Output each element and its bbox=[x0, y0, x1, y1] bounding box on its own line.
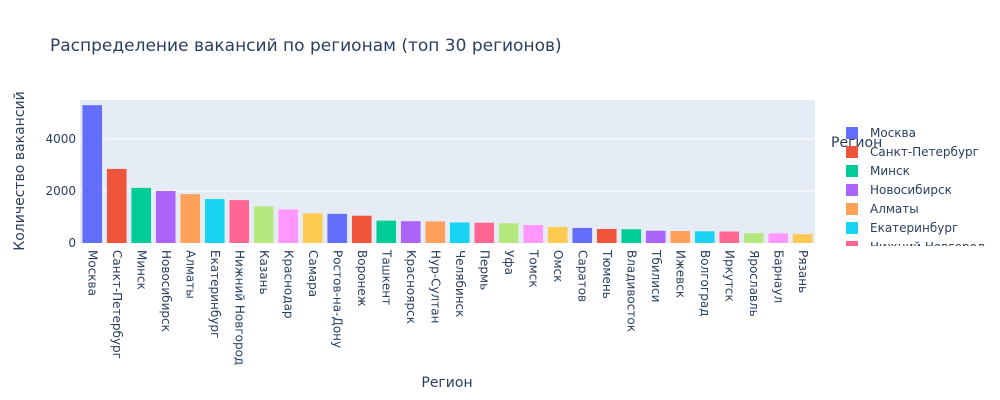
bar-1[interactable] bbox=[82, 105, 103, 243]
legend-title: Регион bbox=[831, 135, 882, 151]
x-tick-label: Ростов-на-Дону bbox=[330, 250, 344, 348]
x-tick-label: Новосибирск bbox=[159, 250, 173, 332]
bar-17[interactable] bbox=[474, 222, 495, 243]
bar-2[interactable] bbox=[106, 168, 127, 243]
legend-item[interactable]: Алматы bbox=[846, 202, 919, 216]
legend-swatch bbox=[846, 203, 858, 215]
bar-9[interactable] bbox=[278, 209, 299, 243]
legend-label: Минск bbox=[870, 164, 910, 178]
legend-label: Екатеринбург bbox=[870, 221, 958, 235]
x-tick-label: Иркутск bbox=[722, 250, 736, 302]
x-tick-label: Санкт-Петербург bbox=[110, 250, 124, 359]
y-tick-labels: 0 2000 4000 bbox=[45, 132, 76, 250]
legend-swatch bbox=[846, 222, 858, 234]
bar-8[interactable] bbox=[253, 206, 274, 243]
bar-3[interactable] bbox=[131, 187, 152, 243]
bar-5[interactable] bbox=[180, 194, 201, 243]
x-tick-label: Воронеж bbox=[355, 250, 369, 307]
bar-29[interactable] bbox=[768, 233, 789, 243]
bars[interactable] bbox=[82, 105, 813, 243]
bar-28[interactable] bbox=[743, 233, 764, 243]
bar-26[interactable] bbox=[694, 231, 715, 243]
x-tick-label: Барнаул bbox=[771, 250, 785, 303]
x-tick-label: Тбилиси bbox=[649, 249, 663, 302]
x-tick-label: Красноярск bbox=[404, 250, 418, 324]
legend-label: Москва bbox=[870, 126, 916, 140]
plot-area bbox=[80, 100, 815, 243]
legend-swatch bbox=[846, 184, 858, 196]
legend-item[interactable]: Новосибирск bbox=[846, 183, 952, 197]
bar-20[interactable] bbox=[547, 226, 568, 243]
bar-25[interactable] bbox=[670, 231, 691, 243]
legend-label: Санкт-Петербург bbox=[870, 145, 979, 159]
bar-6[interactable] bbox=[204, 199, 225, 243]
bar-23[interactable] bbox=[621, 229, 642, 243]
bar-27[interactable] bbox=[719, 231, 740, 243]
x-tick-label: Нур-Султан bbox=[428, 250, 442, 323]
x-tick-label: Екатеринбург bbox=[208, 250, 222, 338]
x-tick-label: Алматы bbox=[183, 250, 197, 299]
x-tick-label: Краснодар bbox=[281, 250, 295, 319]
legend-label: Алматы bbox=[870, 202, 919, 216]
legend-item[interactable]: Нижний Новгород bbox=[846, 240, 985, 254]
legend-label: Нижний Новгород bbox=[870, 240, 985, 254]
x-tick-label: Рязань bbox=[796, 250, 810, 293]
chart-title: Распределение вакансий по регионам (топ … bbox=[50, 36, 562, 56]
bar-7[interactable] bbox=[229, 200, 250, 243]
bar-24[interactable] bbox=[645, 230, 666, 243]
y-tick-label: 0 bbox=[68, 236, 76, 250]
x-axis-title: Регион bbox=[421, 375, 472, 391]
x-tick-label: Пермь bbox=[477, 250, 491, 290]
legend-item[interactable]: Екатеринбург bbox=[846, 221, 958, 235]
x-tick-label: Уфа bbox=[502, 250, 516, 275]
legend-label: Новосибирск bbox=[870, 183, 952, 197]
legend-item[interactable]: Санкт-Петербург bbox=[846, 145, 979, 159]
x-tick-label: Владивосток bbox=[624, 250, 638, 332]
x-tick-label: Нижний Новгород bbox=[232, 250, 246, 365]
legend-swatch bbox=[846, 165, 858, 177]
x-tick-label: Ташкент bbox=[379, 249, 393, 305]
x-tick-label: Омск bbox=[551, 250, 565, 282]
bar-19[interactable] bbox=[523, 225, 544, 243]
legend[interactable]: Москва Санкт-Петербург Минск Новосибирск Алм… bbox=[846, 126, 985, 254]
x-tick-label: Саратов bbox=[575, 250, 589, 302]
legend-swatch bbox=[846, 241, 858, 246]
x-tick-labels: Москва Санкт-Петербург Минск Новосибирск Алм… bbox=[85, 249, 810, 365]
bar-30[interactable] bbox=[792, 234, 813, 243]
y-tick-label: 4000 bbox=[45, 132, 76, 146]
y-tick-label: 2000 bbox=[45, 184, 76, 198]
x-tick-label: Казань bbox=[257, 250, 271, 295]
legend-item[interactable]: Москва bbox=[846, 126, 916, 140]
x-tick-label: Ижевск bbox=[673, 250, 687, 298]
legend-swatch bbox=[846, 146, 858, 158]
bar-15[interactable] bbox=[425, 221, 446, 243]
bar-10[interactable] bbox=[302, 213, 323, 243]
bar-11[interactable] bbox=[327, 213, 348, 243]
x-tick-label: Минск bbox=[134, 250, 148, 290]
bar-12[interactable] bbox=[351, 215, 372, 243]
bar-13[interactable] bbox=[376, 220, 397, 243]
x-tick-label: Волгоград bbox=[698, 250, 712, 316]
bar-18[interactable] bbox=[498, 223, 519, 243]
x-tick-label: Тюмень bbox=[600, 249, 614, 299]
bar-14[interactable] bbox=[400, 221, 421, 243]
x-tick-label: Томск bbox=[526, 249, 540, 288]
bar-16[interactable] bbox=[449, 222, 470, 243]
bar-22[interactable] bbox=[596, 228, 617, 243]
y-axis-title: Количество вакансий bbox=[12, 91, 28, 250]
legend-item[interactable]: Минск bbox=[846, 164, 910, 178]
bar-4[interactable] bbox=[155, 191, 176, 243]
x-tick-label: Челябинск bbox=[453, 250, 467, 317]
legend-swatch bbox=[846, 127, 858, 139]
grid-lines bbox=[80, 138, 815, 192]
x-tick-label: Москва bbox=[85, 250, 99, 296]
bar-21[interactable] bbox=[572, 227, 593, 243]
x-tick-label: Самара bbox=[306, 250, 320, 297]
x-tick-label: Ярославль bbox=[747, 250, 761, 317]
